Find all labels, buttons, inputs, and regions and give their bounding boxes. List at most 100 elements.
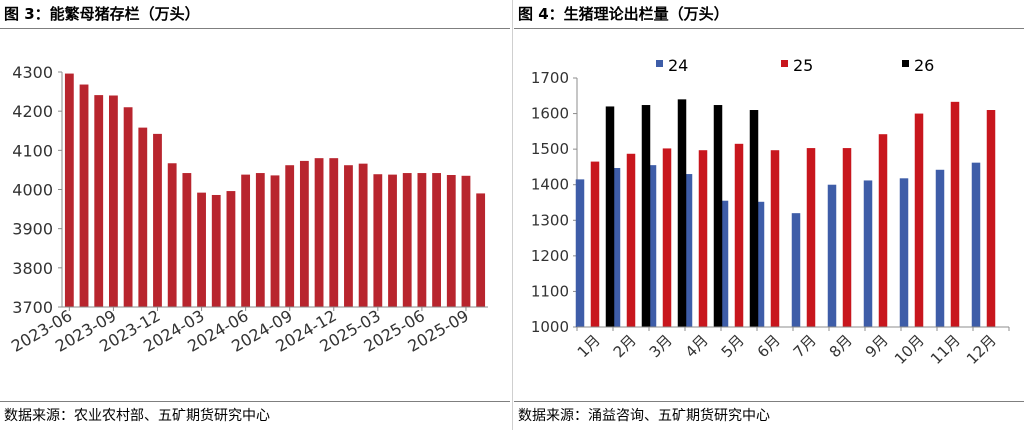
bar-series-25 [590, 161, 600, 327]
bar [109, 95, 118, 307]
bar [270, 175, 280, 307]
panel-separator [512, 0, 513, 430]
bar-series-24 [719, 200, 729, 327]
bar [211, 194, 221, 307]
bar-series-26 [641, 105, 651, 327]
y-tick-label: 4000 [12, 181, 53, 200]
bar [446, 175, 456, 307]
right-figure-title: 图 4：生猪理论出栏量（万头） [518, 5, 729, 23]
bar-series-25 [986, 110, 996, 327]
x-tick-label: 4月 [682, 331, 712, 361]
bar [314, 158, 324, 307]
y-tick-label: 3800 [12, 259, 53, 278]
bar [94, 95, 104, 307]
bar [329, 158, 339, 307]
bar-series-24 [755, 201, 765, 327]
bar [285, 165, 295, 307]
bar-series-25 [806, 148, 816, 327]
x-tick-label: 1月 [574, 331, 604, 361]
y-tick-label: 1100 [531, 282, 569, 300]
bar-series-25 [842, 148, 852, 327]
bar [255, 173, 265, 307]
y-tick-label: 1500 [531, 140, 569, 158]
bar [388, 174, 397, 307]
bar [417, 173, 427, 307]
bar [373, 174, 383, 307]
bar-series-25 [626, 153, 636, 327]
y-tick-label: 4200 [12, 102, 53, 121]
y-tick-label: 4300 [12, 63, 53, 82]
right-figure-panel: 图 4：生猪理论出栏量（万头） 1000 1100 1200 1300 1400 1500… [514, 0, 1024, 430]
y-tick-label: 1700 [531, 69, 569, 87]
bar-series-24 [683, 174, 693, 327]
x-tick-label: 3月 [646, 331, 676, 361]
bar-series-25 [770, 150, 780, 327]
bar [182, 173, 192, 307]
legend-label-25: 25 [793, 56, 813, 75]
x-tick-label: 11月 [927, 331, 964, 368]
bar-series-25 [734, 143, 744, 327]
bar-series-25 [914, 113, 924, 327]
legend-label-26: 26 [914, 56, 934, 75]
sow-inventory-chart: 37003800390040004100420043002023-062023-… [8, 63, 488, 356]
bar-series-24 [899, 178, 909, 327]
x-tick-label: 9月 [862, 331, 892, 361]
y-tick-label: 3900 [12, 220, 53, 239]
right-data-source: 数据来源：涌益咨询、五矿期货研究中心 [518, 408, 770, 424]
x-tick-label: 5月 [718, 331, 748, 361]
bar [138, 127, 148, 307]
left-source-rule [0, 401, 510, 402]
legend-swatch-26 [902, 60, 909, 67]
bar-series-24 [647, 165, 657, 327]
y-tick-label: 1400 [531, 176, 569, 194]
bar [64, 73, 74, 307]
bar [167, 163, 177, 307]
bar-series-26 [677, 99, 687, 327]
bar [79, 84, 89, 308]
bar [299, 160, 309, 307]
y-tick-label: 1000 [531, 318, 569, 336]
bar-series-25 [950, 101, 960, 327]
y-tick-label: 1600 [531, 105, 569, 123]
legend-swatch-24 [656, 60, 663, 67]
bar-series-26 [605, 106, 615, 327]
bar [123, 107, 133, 307]
legend-label-24: 24 [668, 56, 688, 75]
x-tick-label: 8月 [826, 331, 856, 361]
bar-series-24 [971, 162, 981, 327]
x-tick-label: 6月 [754, 331, 784, 361]
bar [476, 193, 486, 307]
bar [241, 174, 251, 307]
left-figure-panel: 图 3：能繁母猪存栏（万头） 3700 3800 3900 4000 4100 4200 4… [0, 0, 510, 430]
bar [461, 175, 471, 307]
bar [226, 191, 236, 307]
bar [197, 192, 206, 307]
x-tick-label: 12月 [963, 331, 1000, 368]
y-tick-label: 1300 [531, 211, 569, 229]
y-tick-label: 3700 [12, 298, 53, 317]
x-tick-label: 10月 [891, 331, 928, 368]
bar [358, 163, 368, 307]
bar-series-25 [662, 148, 672, 327]
left-data-source: 数据来源：农业农村部、五矿期货研究中心 [4, 408, 270, 424]
bar-series-24 [863, 180, 873, 327]
left-figure-title: 图 3：能繁母猪存栏（万头） [4, 5, 200, 23]
bar-series-25 [698, 150, 708, 327]
y-tick-label: 4100 [12, 141, 53, 160]
y-tick-label: 1200 [531, 247, 569, 265]
x-tick-label: 7月 [790, 331, 820, 361]
x-tick-label: 2月 [610, 331, 640, 361]
bar-series-25 [878, 134, 888, 327]
bar [153, 133, 162, 307]
bar [344, 165, 353, 307]
bar-series-24 [575, 179, 585, 327]
right-title-rule [514, 28, 1024, 29]
legend-swatch-25 [781, 60, 788, 67]
bar [432, 173, 441, 307]
bar-series-24 [935, 169, 945, 327]
bar-series-24 [827, 184, 837, 327]
bar-series-24 [791, 213, 801, 327]
bar-series-26 [713, 105, 723, 327]
right-source-rule [514, 401, 1024, 402]
left-title-rule [0, 28, 510, 29]
